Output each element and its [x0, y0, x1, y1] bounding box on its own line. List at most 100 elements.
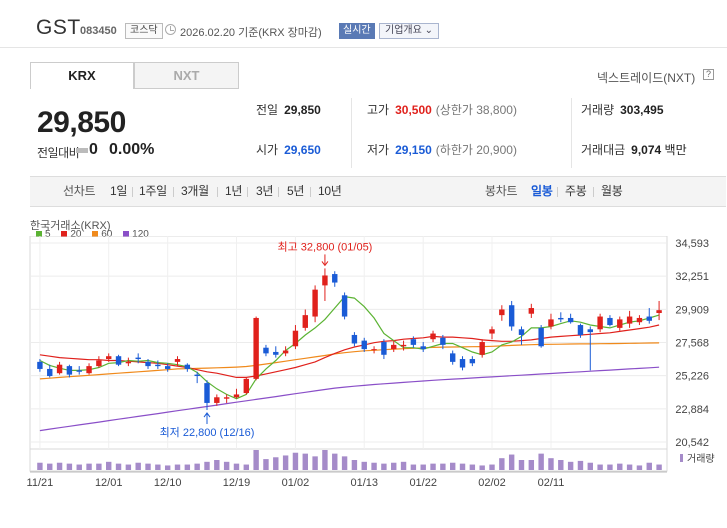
ma20-line: [39, 324, 660, 378]
period-1d[interactable]: 1일: [110, 184, 128, 198]
volume-bar: [400, 461, 407, 470]
nxt-link[interactable]: 넥스트레이드(NXT): [597, 71, 696, 85]
prev-close: 전일 29,850: [256, 103, 321, 117]
volume-bar: [37, 462, 43, 470]
volume-bar: [459, 463, 466, 470]
stock-code: 083450: [80, 25, 117, 37]
legend-ma120: 120: [123, 229, 149, 240]
volume-frame: [29, 448, 668, 472]
volume-bar: [155, 464, 161, 470]
candle-daily[interactable]: 일봉: [531, 184, 553, 198]
volume-bar: [125, 464, 132, 470]
candle-body: [66, 366, 73, 375]
x-tick-label: 01/13: [350, 477, 378, 489]
candle-body: [449, 353, 456, 362]
candle-body: [184, 364, 191, 369]
high-annotation: 최고 32,800 (01/05): [278, 240, 373, 253]
candle-body: [302, 315, 308, 328]
candle-body: [233, 394, 240, 398]
candle-body: [538, 327, 544, 347]
clock-icon: [165, 24, 176, 35]
candle-body: [115, 356, 122, 365]
candle-body: [273, 351, 279, 355]
legend-swatch: [92, 231, 99, 237]
chart-source: 한국거래소(KRX): [30, 220, 111, 232]
period-10y[interactable]: 10년: [318, 184, 342, 198]
volume-bar: [558, 460, 564, 470]
period-1w[interactable]: 1주일: [139, 184, 167, 198]
volume-bar: [332, 453, 338, 470]
legend-swatch: [123, 231, 130, 237]
candle-monthly[interactable]: 월봉: [601, 184, 623, 198]
candle-body: [508, 305, 515, 327]
candle-body: [567, 317, 574, 323]
x-tick-label: 01/22: [409, 477, 437, 489]
volume-bar: [449, 462, 456, 470]
y-tick-label: 32,251: [675, 271, 709, 283]
candle-body: [47, 368, 53, 377]
candle-body: [459, 359, 466, 368]
candle-body: [656, 310, 662, 314]
candle-body: [646, 316, 652, 321]
candle-body: [558, 317, 564, 320]
volume-legend-label: 거래량: [687, 453, 715, 465]
high-arrow-head: [321, 261, 329, 267]
volume-legend-swatch: [680, 454, 683, 462]
tab-nxt[interactable]: NXT: [134, 62, 239, 89]
volume-bar: [341, 456, 348, 470]
volume-bar: [204, 461, 210, 470]
volume-bar: [508, 454, 515, 470]
volume-bar: [243, 464, 250, 470]
ma-legend: 5 20 60 120: [36, 229, 157, 240]
candle-body: [204, 383, 210, 403]
volume-bar: [56, 462, 63, 470]
volume-bar: [597, 464, 603, 470]
realtime-button[interactable]: 실시간: [339, 23, 375, 39]
candle-body: [135, 357, 141, 360]
candle-body: [145, 361, 151, 367]
candle-body: [243, 378, 250, 394]
candle-chart-label: 봉차트: [485, 184, 518, 198]
volume-bar: [76, 464, 82, 470]
candle-weekly[interactable]: 주봉: [565, 184, 587, 198]
flat-arrow-icon: [76, 148, 88, 153]
legend-ma60: 60: [92, 229, 112, 240]
legend-swatch: [61, 231, 68, 237]
company-overview-dropdown[interactable]: 기업개요 ⌄: [379, 23, 439, 39]
period-3y[interactable]: 3년: [256, 184, 274, 198]
ma120-line: [39, 366, 660, 432]
candlestick-chart[interactable]: 34,593 32,251 29,909 27,568 25,226 22,884 20,5…: [0, 236, 727, 528]
candle-body: [37, 361, 43, 369]
volume-bar: [440, 463, 446, 470]
volume-bar: [253, 450, 259, 470]
candle-body: [96, 360, 102, 367]
period-3m[interactable]: 3개월: [181, 184, 209, 198]
tab-krx[interactable]: KRX: [30, 62, 134, 89]
candle-body: [214, 397, 220, 403]
candle-body: [194, 374, 200, 377]
volume-bar: [548, 458, 554, 470]
help-icon[interactable]: ?: [703, 69, 714, 80]
volume-bar: [626, 464, 633, 470]
divider: [217, 187, 218, 197]
volume-bar: [233, 463, 240, 470]
volume-bar: [115, 463, 122, 470]
period-5y[interactable]: 5년: [287, 184, 305, 198]
market-badge: 코스닥: [125, 23, 163, 39]
candle-body: [489, 329, 495, 334]
period-1y[interactable]: 1년: [225, 184, 243, 198]
volume-bar: [567, 461, 574, 470]
x-tick-label: 12/01: [95, 477, 123, 489]
stock-name: GST: [36, 16, 81, 39]
candle-body: [351, 334, 358, 344]
candle-body: [174, 359, 181, 362]
candle-body: [106, 356, 112, 360]
volume-bar: [312, 456, 318, 470]
divider: [310, 187, 311, 197]
candle-body: [223, 397, 230, 399]
line-chart-label: 선차트: [63, 184, 96, 198]
candle-body: [440, 337, 446, 345]
volume-bar: [518, 460, 525, 470]
x-tick-label: 12/19: [223, 477, 251, 489]
volume-bar: [479, 465, 485, 470]
